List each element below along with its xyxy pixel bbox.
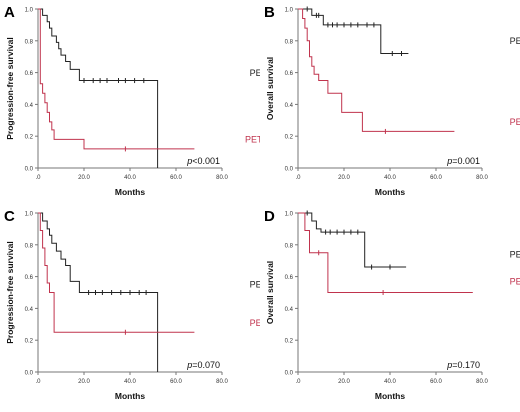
panel-d: 0.0 0.2 0.4 0.6 0.8 1.0 .0 20.0 40.0 60.0 80.0 Mont… xyxy=(260,204,520,407)
legend-label-positive: PET-positive (n=17) xyxy=(510,117,520,127)
legend-label-negative: PET-negative (n=24) xyxy=(510,36,520,46)
panel-letter: A xyxy=(4,4,15,21)
y-axis-label: Overall survival xyxy=(265,57,275,120)
y-axis-label: Overall survival xyxy=(265,261,275,324)
y-tick-label: 0.6 xyxy=(25,71,34,77)
y-tick-label: 0.6 xyxy=(285,275,294,281)
p-symbol: p xyxy=(446,156,452,166)
x-axis-label: Months xyxy=(115,187,145,197)
x-axis-label: Months xyxy=(375,391,405,401)
survival-curve-negative xyxy=(298,8,409,55)
x-axis-label: Months xyxy=(375,187,405,197)
x-tick-label: 20.0 xyxy=(78,379,90,385)
panel-letter: D xyxy=(264,208,275,225)
x-axis-label: Months xyxy=(115,391,145,401)
y-tick-label: 0.2 xyxy=(285,339,294,345)
y-tick-label: 0.8 xyxy=(25,243,34,249)
p-value: p=0.070 xyxy=(186,360,220,370)
survival-curve-positive xyxy=(298,212,473,293)
y-tick-label: 0.2 xyxy=(25,339,34,345)
p-symbol: p xyxy=(446,360,452,370)
legend-label-negative: PET-negative (n=24) xyxy=(250,68,260,78)
x-tick-label: 60.0 xyxy=(430,175,442,181)
x-tick-label: 40.0 xyxy=(124,379,136,385)
x-tick-label: 40.0 xyxy=(384,379,396,385)
x-tick-label: .0 xyxy=(35,175,41,181)
p-value-text: =0.001 xyxy=(452,156,480,166)
y-tick-label: 0.4 xyxy=(285,103,294,109)
p-value: p=0.170 xyxy=(446,360,480,370)
km-chart-a: 0.0 0.2 0.4 0.6 0.8 1.0 .0 20.0 40.0 60.0 80.0 Mont… xyxy=(4,4,332,197)
y-tick-label: 1.0 xyxy=(25,8,34,14)
y-tick-label: 0.2 xyxy=(285,135,294,141)
survival-curve-positive xyxy=(38,212,195,333)
x-tick-label: .0 xyxy=(295,379,301,385)
x-tick-label: 60.0 xyxy=(170,379,182,385)
panel-b: 0.0 0.2 0.4 0.6 0.8 1.0 .0 20.0 40.0 60.0 80.0 Mont… xyxy=(260,0,520,203)
km-chart-c: 0.0 0.2 0.4 0.6 0.8 1.0 .0 20.0 40.0 60.0 80.0 Mont… xyxy=(4,208,332,401)
y-tick-label: 0.4 xyxy=(25,307,34,313)
x-tick-label: 60.0 xyxy=(430,379,442,385)
y-axis-label: Progression-free survival xyxy=(5,241,15,344)
y-tick-label: 0.8 xyxy=(285,243,294,249)
survival-curve-negative xyxy=(38,212,159,372)
x-tick-label: 80.0 xyxy=(216,379,228,385)
y-tick-label: 0.2 xyxy=(25,135,34,141)
panel-a: 0.0 0.2 0.4 0.6 0.8 1.0 .0 20.0 40.0 60.0 80.0 Mont… xyxy=(0,0,332,203)
x-tick-label: 40.0 xyxy=(124,175,136,181)
panel-letter: B xyxy=(264,4,275,21)
km-chart-b: 0.0 0.2 0.4 0.6 0.8 1.0 .0 20.0 40.0 60.0 80.0 Mont… xyxy=(264,4,520,197)
legend-label-negative: PET-negative (n=21) xyxy=(510,250,520,260)
km-chart-d: 0.0 0.2 0.4 0.6 0.8 1.0 .0 20.0 40.0 60.0 80.0 Mont… xyxy=(264,208,520,401)
x-tick-label: 80.0 xyxy=(476,379,488,385)
p-value: p<0.001 xyxy=(186,156,220,166)
y-tick-label: 0.0 xyxy=(285,371,294,377)
x-tick-label: 60.0 xyxy=(170,175,182,181)
survival-curve-negative xyxy=(38,8,159,168)
p-value-text: <0.001 xyxy=(192,156,220,166)
x-tick-label: .0 xyxy=(35,379,41,385)
survival-curve-positive xyxy=(298,8,455,132)
y-tick-label: 0.6 xyxy=(25,275,34,281)
y-tick-label: 0.0 xyxy=(25,167,34,173)
y-tick-label: 0.8 xyxy=(285,39,294,45)
legend-label-negative: PET-negative (n=21) xyxy=(250,280,260,290)
legend-label-positive: PET-positive (n=9) xyxy=(510,277,520,287)
p-value: p=0.001 xyxy=(446,156,480,166)
y-tick-label: 0.0 xyxy=(25,371,34,377)
panel-letter: C xyxy=(4,208,15,225)
legend-label-positive: PET-positive (n=17) xyxy=(245,135,260,145)
y-tick-label: 0.4 xyxy=(285,307,294,313)
y-tick-label: 0.6 xyxy=(285,71,294,77)
p-value-text: =0.170 xyxy=(452,360,480,370)
x-tick-label: 80.0 xyxy=(216,175,228,181)
x-tick-label: 40.0 xyxy=(384,175,396,181)
p-symbol: p xyxy=(186,156,192,166)
x-tick-label: .0 xyxy=(295,175,301,181)
panel-c: 0.0 0.2 0.4 0.6 0.8 1.0 .0 20.0 40.0 60.0 80.0 Mont… xyxy=(0,204,332,407)
x-tick-label: 20.0 xyxy=(338,379,350,385)
legend-label-positive: PET-positive (n=9) xyxy=(250,318,260,328)
p-value-text: =0.070 xyxy=(192,360,220,370)
x-tick-label: 20.0 xyxy=(338,175,350,181)
survival-curve-positive xyxy=(38,8,195,150)
survival-curve-negative xyxy=(298,212,407,268)
y-tick-label: 0.0 xyxy=(285,167,294,173)
y-tick-label: 1.0 xyxy=(285,212,294,218)
y-axis-label: Progression-free survival xyxy=(5,37,15,140)
y-tick-label: 0.4 xyxy=(25,103,34,109)
p-symbol: p xyxy=(186,360,192,370)
x-tick-label: 20.0 xyxy=(78,175,90,181)
y-tick-label: 0.8 xyxy=(25,39,34,45)
y-tick-label: 1.0 xyxy=(25,212,34,218)
x-tick-label: 80.0 xyxy=(476,175,488,181)
y-tick-label: 1.0 xyxy=(285,8,294,14)
